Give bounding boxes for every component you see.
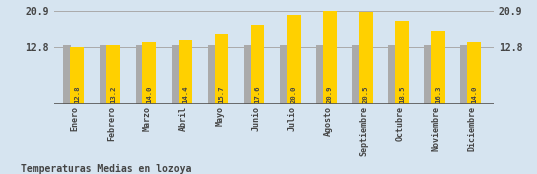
Bar bbox=[142, 42, 156, 104]
Bar bbox=[287, 15, 301, 104]
Text: Temperaturas Medias en lozoya: Temperaturas Medias en lozoya bbox=[21, 164, 192, 174]
Bar bbox=[179, 40, 192, 104]
Bar bbox=[460, 45, 468, 104]
Bar bbox=[136, 45, 143, 104]
Bar bbox=[70, 47, 84, 104]
Bar bbox=[172, 45, 180, 104]
Bar bbox=[215, 34, 228, 104]
Text: 20.0: 20.0 bbox=[291, 86, 297, 103]
Bar bbox=[244, 45, 252, 104]
Bar bbox=[106, 45, 120, 104]
Bar bbox=[251, 25, 265, 104]
Bar bbox=[63, 45, 71, 104]
Bar bbox=[388, 45, 396, 104]
Text: 13.2: 13.2 bbox=[110, 86, 116, 103]
Text: 16.3: 16.3 bbox=[435, 86, 441, 103]
Text: 15.7: 15.7 bbox=[219, 86, 224, 103]
Bar bbox=[280, 45, 288, 104]
Bar bbox=[208, 45, 216, 104]
Text: 14.0: 14.0 bbox=[147, 86, 153, 103]
Bar bbox=[431, 31, 445, 104]
Text: 14.0: 14.0 bbox=[471, 86, 477, 103]
Text: 18.5: 18.5 bbox=[399, 86, 405, 103]
Text: 17.6: 17.6 bbox=[255, 86, 260, 103]
Text: 20.9: 20.9 bbox=[327, 86, 333, 103]
Bar bbox=[424, 45, 432, 104]
Bar bbox=[316, 45, 324, 104]
Bar bbox=[467, 42, 481, 104]
Text: 14.4: 14.4 bbox=[183, 86, 188, 103]
Bar bbox=[359, 12, 373, 104]
Bar bbox=[395, 21, 409, 104]
Text: 20.5: 20.5 bbox=[363, 86, 369, 103]
Bar bbox=[99, 45, 107, 104]
Text: 12.8: 12.8 bbox=[74, 86, 80, 103]
Bar bbox=[323, 11, 337, 104]
Bar bbox=[352, 45, 360, 104]
